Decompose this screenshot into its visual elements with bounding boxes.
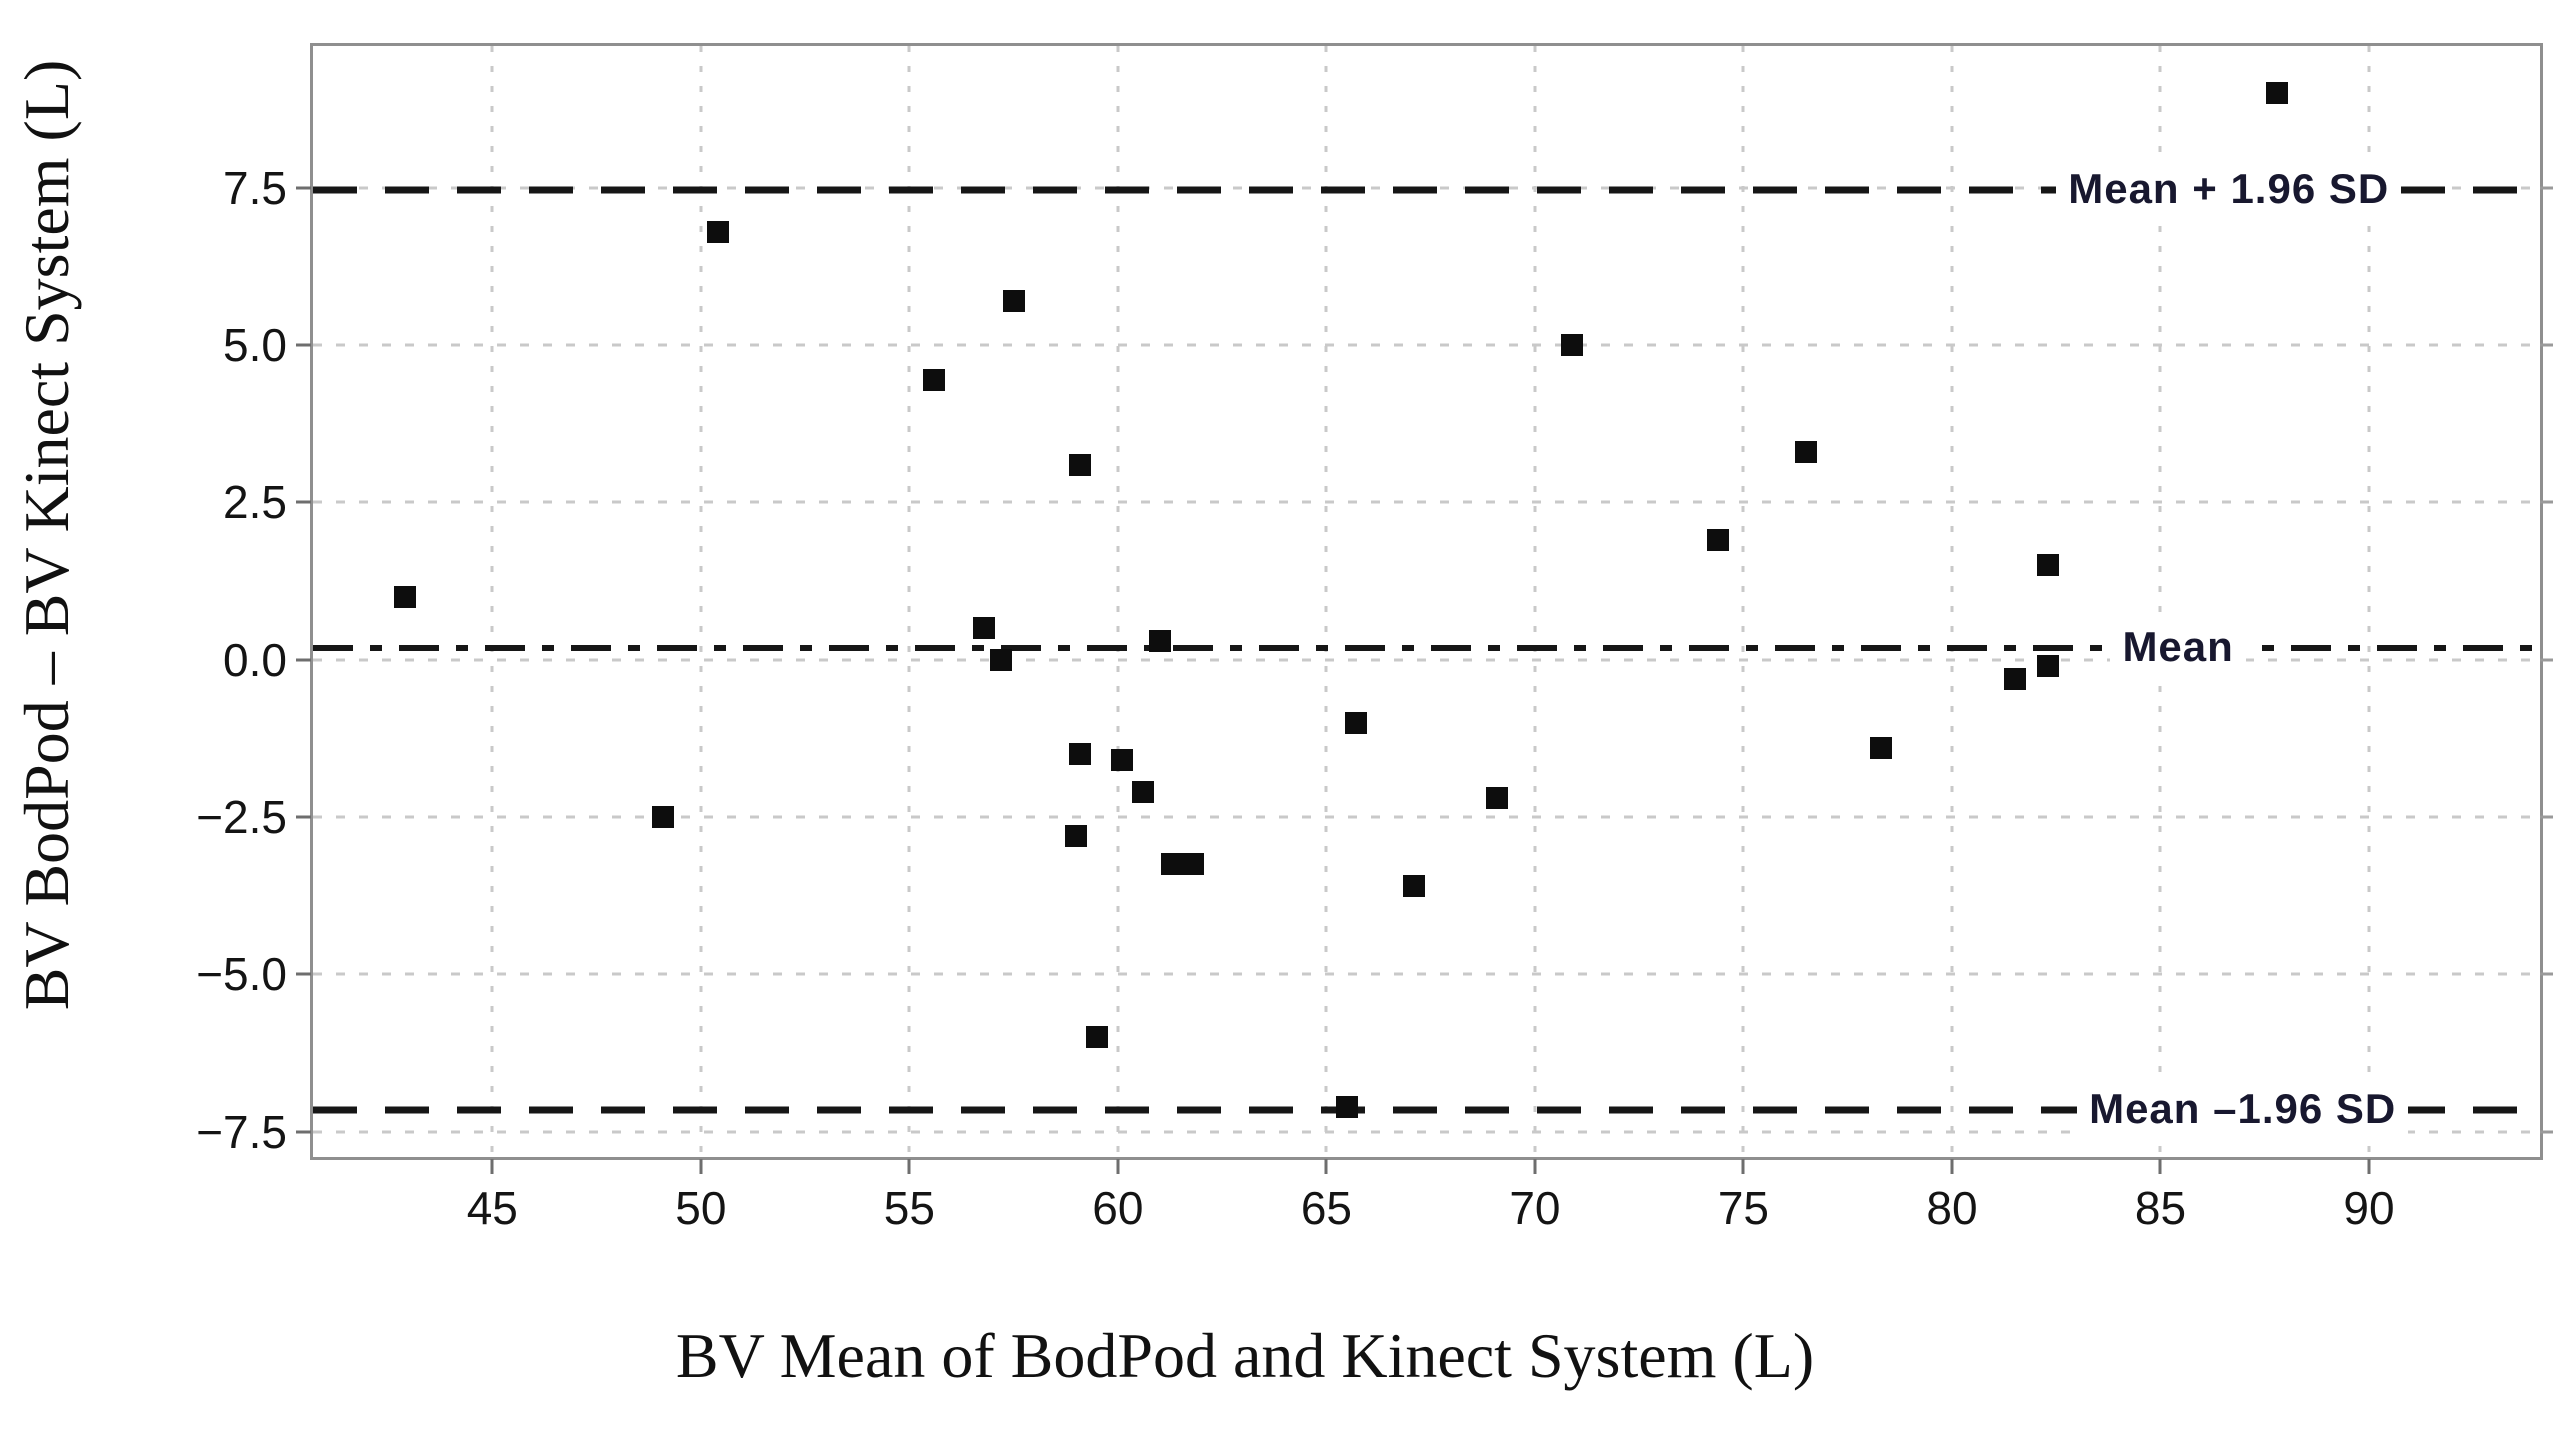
data-point xyxy=(706,220,729,243)
y-tick-mark-right xyxy=(2540,1130,2553,1134)
y-tick-mark xyxy=(296,186,311,190)
x-tick-mark xyxy=(907,1159,911,1174)
x-gridline xyxy=(2367,46,2371,1157)
x-gridline xyxy=(490,46,494,1157)
y-tick-mark xyxy=(296,972,311,976)
lower-limit-label: Mean –1.96 SD xyxy=(2077,1082,2409,1137)
y-tick-label: 2.5 xyxy=(223,476,287,529)
y-tick-mark-right xyxy=(2540,658,2553,662)
y-gridline xyxy=(313,815,2540,819)
plot-area: 45 50 55 60 65 70 75 80 85 90 7.5 5.0 2.5 0.0 −2.5 −5.0… xyxy=(196,43,2553,1231)
data-point xyxy=(1069,743,1092,766)
x-gridline xyxy=(699,46,703,1157)
y-tick-mark xyxy=(296,1130,311,1134)
x-tick-label: 45 xyxy=(466,1182,518,1234)
data-point xyxy=(1131,780,1154,803)
x-tick-mark xyxy=(1950,1159,1954,1174)
data-point xyxy=(1002,289,1025,312)
data-point xyxy=(393,585,416,608)
y-tick-mark xyxy=(296,500,311,504)
x-tick-label: 65 xyxy=(1300,1182,1352,1234)
upper-limit-line xyxy=(313,186,2540,194)
x-tick-mark xyxy=(2367,1159,2371,1174)
x-gridline xyxy=(907,46,911,1157)
x-tick-mark xyxy=(699,1159,703,1174)
data-point xyxy=(2266,82,2289,105)
x-tick-mark xyxy=(1741,1159,1745,1174)
data-point xyxy=(1561,333,1584,356)
y-tick-mark-right xyxy=(2540,343,2553,347)
x-gridline xyxy=(1324,46,1328,1157)
x-tick-label: 75 xyxy=(1717,1182,1770,1234)
x-tick-label: 85 xyxy=(2134,1182,2187,1234)
data-point xyxy=(1148,629,1171,652)
x-tick-label: 70 xyxy=(1509,1182,1561,1234)
y-gridline xyxy=(313,500,2540,504)
x-tick-label: 55 xyxy=(883,1182,935,1234)
x-tick-label: 90 xyxy=(2343,1182,2395,1234)
data-point xyxy=(990,648,1013,671)
data-point xyxy=(1069,453,1092,476)
y-tick-label: −5.0 xyxy=(196,948,287,1001)
y-gridline xyxy=(313,658,2540,662)
data-point xyxy=(973,617,996,640)
x-gridline xyxy=(1116,46,1120,1157)
y-gridline xyxy=(313,343,2540,347)
data-point xyxy=(1486,787,1509,810)
x-gridline xyxy=(2158,46,2162,1157)
data-point xyxy=(1870,736,1893,759)
y-tick-mark xyxy=(296,815,311,819)
mean-label: Mean xyxy=(2110,619,2246,674)
y-tick-mark-right xyxy=(2540,500,2553,504)
x-tick-mark xyxy=(2158,1159,2162,1174)
y-tick-mark-right xyxy=(2540,972,2553,976)
y-tick-mark-right xyxy=(2540,815,2553,819)
mean-line xyxy=(313,644,2540,651)
y-tick-mark xyxy=(296,658,311,662)
x-axis-title: BV Mean of BodPod and Kinect System (L) xyxy=(675,1320,1815,1391)
x-tick-mark xyxy=(1324,1159,1328,1174)
data-point xyxy=(1344,711,1367,734)
lower-limit-line xyxy=(313,1106,2540,1114)
x-tick-label: 50 xyxy=(675,1182,727,1234)
x-tick-mark xyxy=(490,1159,494,1174)
y-tick-mark xyxy=(296,343,311,347)
y-tick-label: 0.0 xyxy=(223,633,287,686)
data-point xyxy=(1065,824,1088,847)
y-tick-label: −2.5 xyxy=(196,791,287,844)
data-point xyxy=(1111,749,1134,772)
x-gridline xyxy=(1950,46,1954,1157)
data-point xyxy=(1086,1026,1109,1049)
data-point xyxy=(1795,441,1817,463)
data-point xyxy=(2036,554,2059,577)
data-point xyxy=(1402,875,1425,898)
y-tick-label: 5.0 xyxy=(223,318,287,371)
y-tick-label: −7.5 xyxy=(196,1105,287,1158)
x-tick-label: 80 xyxy=(1926,1182,1978,1234)
data-point xyxy=(1181,853,1204,876)
upper-limit-label: Mean + 1.96 SD xyxy=(2056,161,2402,216)
y-gridline xyxy=(313,1130,2540,1134)
data-point xyxy=(1336,1095,1359,1118)
x-gridline xyxy=(1741,46,1745,1157)
y-tick-label: 7.5 xyxy=(223,161,287,214)
data-point xyxy=(1707,529,1730,552)
y-gridline xyxy=(313,972,2540,976)
data-point xyxy=(2003,667,2026,690)
data-point xyxy=(923,368,946,391)
data-point xyxy=(652,806,675,829)
x-tick-mark xyxy=(1533,1159,1537,1174)
data-point xyxy=(1161,853,1184,876)
y-axis-title: BV BodPod – BV Kinect System (L) xyxy=(11,59,82,1011)
x-gridline xyxy=(1533,46,1537,1157)
x-tick-mark xyxy=(1116,1159,1120,1174)
x-tick-label: 60 xyxy=(1092,1182,1144,1234)
data-point xyxy=(2036,655,2059,678)
y-tick-mark-right xyxy=(2540,186,2553,190)
